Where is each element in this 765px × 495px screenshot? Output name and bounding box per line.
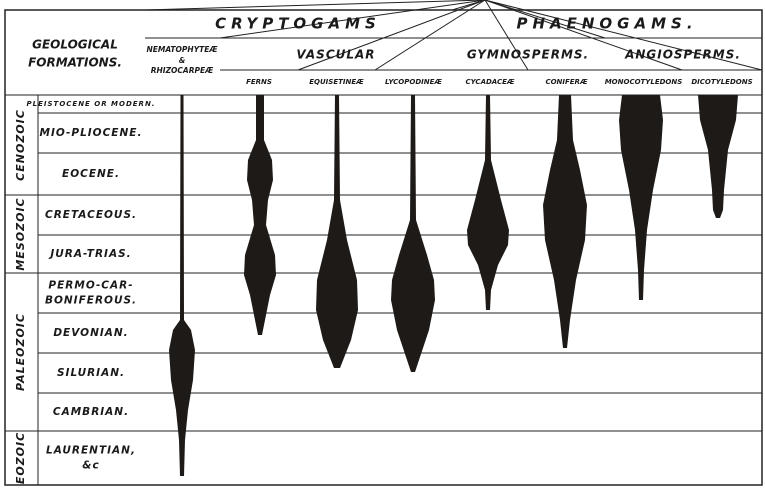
rule	[484, 0, 529, 71]
column-label: RHIZOCARPEÆ	[151, 66, 214, 75]
column-label: &	[179, 56, 186, 65]
formation-label: MIO-PLIOCENE.	[40, 127, 143, 139]
formation-label: CAMBRIAN.	[53, 406, 129, 418]
formation-label: &c	[82, 460, 99, 472]
formation-label: CRETACEOUS.	[45, 209, 137, 221]
column-label: MONOCOTYLEDONS	[605, 78, 683, 86]
group-label: PHAENOGAMS.	[516, 15, 697, 33]
spindle	[244, 95, 276, 335]
column-label: DICOTYLEDONS	[691, 78, 752, 86]
group-label: CRYPTOGAMS	[215, 15, 381, 33]
era-label: PALEOZOIC	[14, 313, 27, 391]
column-label: FERNS	[246, 78, 272, 86]
frame	[4, 9, 763, 486]
rule	[297, 0, 486, 71]
rule	[219, 0, 486, 39]
rule	[484, 0, 606, 39]
formation-label: SILURIAN.	[57, 367, 125, 379]
spindle	[698, 95, 738, 218]
spindle	[316, 95, 358, 368]
rule	[484, 0, 763, 71]
era-label: EOZOIC	[14, 432, 27, 484]
formation-label: LAURENTIAN,	[46, 445, 136, 457]
formation-label: PERMO-CAR-	[48, 280, 133, 292]
spindle	[619, 95, 663, 300]
formation-label: JURA-TRIAS.	[48, 248, 131, 260]
era-label: MESOZOIC	[14, 197, 27, 270]
column-label: CYCADACEÆ	[465, 78, 514, 86]
era-label: CENOZOIC	[14, 109, 27, 181]
formation-label: PLEISTOCENE OR MODERN.	[27, 100, 156, 108]
subgroup-label: VASCULAR	[296, 48, 375, 62]
spindle	[391, 95, 435, 372]
spindle	[467, 95, 509, 310]
subgroup-label: GYMNOSPERMS.	[467, 48, 589, 62]
column-label: LYCOPODINEÆ	[385, 78, 442, 86]
subgroup-label: ANGIOSPERMS.	[624, 48, 741, 62]
formation-label: BONIFEROUS.	[45, 295, 137, 307]
column-label: NEMATOPHYTEÆ	[146, 45, 218, 54]
header-label: FORMATIONS.	[28, 56, 122, 70]
spindle	[169, 95, 195, 476]
rule	[484, 0, 683, 71]
column-label: EQUISETINEÆ	[309, 78, 364, 86]
rule	[144, 0, 486, 11]
column-label: CONIFERÆ	[545, 78, 588, 86]
rule	[451, 0, 486, 11]
header-label: GEOLOGICAL	[32, 38, 118, 52]
rule	[374, 0, 486, 71]
spindle	[543, 95, 587, 348]
formation-label: DEVONIAN.	[53, 327, 128, 339]
formation-label: EOCENE.	[62, 168, 120, 180]
